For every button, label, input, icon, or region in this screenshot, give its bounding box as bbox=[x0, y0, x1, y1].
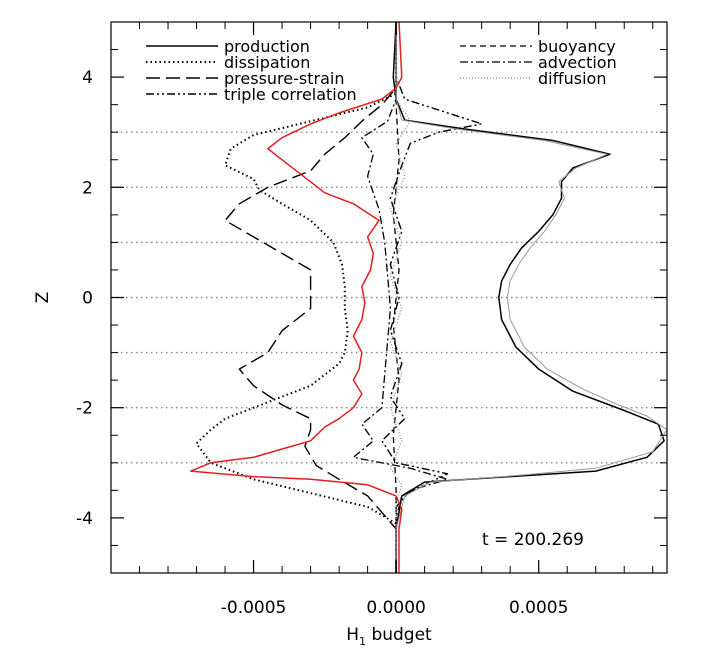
legend-label: buoyancy bbox=[538, 37, 616, 56]
legend-label: advection bbox=[538, 53, 617, 72]
legend-label: triple correlation bbox=[224, 85, 357, 104]
series-line-pressure-strain bbox=[224, 22, 397, 573]
x-axis-label-subscript: 1 bbox=[359, 635, 366, 648]
x-axis-label-main: H bbox=[346, 625, 359, 645]
x-tick-label: 0.0005 bbox=[509, 598, 568, 618]
series-line-buoyancy bbox=[392, 22, 400, 573]
y-tick-label: -2 bbox=[76, 399, 93, 419]
axis-ticks: -0.0005 0.0000 0.0005 -4 -2 0 2 4 bbox=[76, 21, 667, 618]
y-tick-label: -4 bbox=[76, 509, 93, 529]
x-axis-label-suffix: budget bbox=[366, 625, 432, 645]
x-axis-label: H1 budget bbox=[346, 625, 432, 648]
series-line-advection bbox=[352, 22, 449, 573]
series-line-production bbox=[392, 21, 665, 573]
series-line-profile-8 bbox=[190, 21, 403, 573]
y-axis-label: Z bbox=[33, 292, 53, 304]
series-line-diffusion bbox=[389, 22, 412, 573]
series-line-triple-correlation bbox=[381, 22, 483, 573]
legend-label: dissipation bbox=[224, 53, 310, 72]
legend-label: pressure-strain bbox=[224, 69, 344, 88]
y-tick-label: 0 bbox=[82, 289, 93, 309]
x-tick-label: -0.0005 bbox=[221, 598, 287, 618]
y-tick-label: 4 bbox=[82, 68, 93, 88]
series-lines bbox=[190, 21, 668, 573]
y-tick-label: 2 bbox=[82, 178, 93, 198]
legend-label: diffusion bbox=[538, 69, 606, 88]
series-line-profile-7 bbox=[395, 22, 668, 573]
time-annotation: t = 200.269 bbox=[482, 530, 584, 550]
legend-label: production bbox=[224, 37, 310, 56]
legend: productiondissipationpressure-straintrip… bbox=[146, 37, 617, 104]
x-tick-label: 0.0000 bbox=[366, 598, 425, 618]
